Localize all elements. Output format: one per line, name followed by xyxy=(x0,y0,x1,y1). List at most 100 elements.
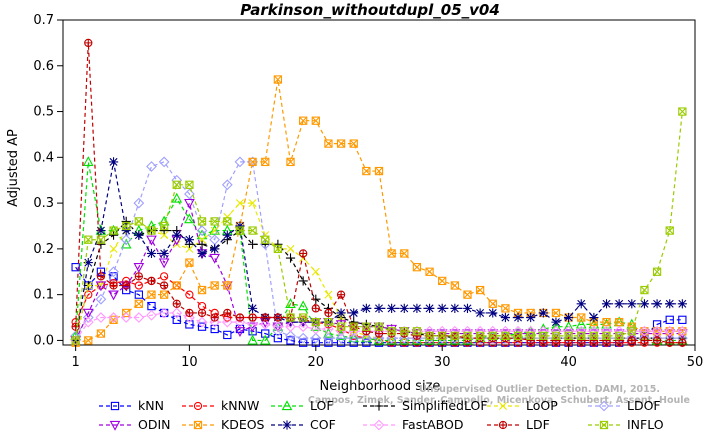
point-kdeos xyxy=(84,336,93,345)
point-lof xyxy=(259,334,271,345)
point-inflo xyxy=(147,226,156,235)
point-simplifiedlof xyxy=(121,216,131,227)
plot-area xyxy=(62,19,696,347)
legend-label: LDOF xyxy=(627,398,661,413)
point-kdeos xyxy=(438,276,447,286)
point-fastabod xyxy=(184,312,195,323)
legend-marker xyxy=(374,401,384,411)
point-ldf xyxy=(96,272,106,281)
point-inflo xyxy=(564,331,573,340)
point-inflo xyxy=(652,267,662,276)
point-kdeos xyxy=(286,157,295,167)
watermark-line-2: Campos, Zimek, Sander, Campello, Micenko… xyxy=(308,395,690,406)
point-inflo xyxy=(475,331,485,340)
point-fastabod xyxy=(285,321,296,333)
point-kdeos xyxy=(336,139,346,148)
legend-label: LDF xyxy=(526,417,550,432)
point-cof xyxy=(108,157,119,167)
point-odin xyxy=(158,258,170,269)
point-knn xyxy=(134,290,143,299)
legend: kNN kNNW LOF SimplifiedLOF LoOP LDOF ODIN KDEOS… xyxy=(99,398,664,432)
point-ldf xyxy=(336,290,346,299)
point-cof xyxy=(235,221,245,231)
point-inflo xyxy=(412,327,422,336)
point-kdeos xyxy=(501,304,510,313)
point-simplifiedlof xyxy=(298,276,308,286)
point-kdeos xyxy=(463,290,472,299)
point-cof xyxy=(210,244,220,254)
point-loop xyxy=(235,199,244,208)
point-cof xyxy=(601,299,612,309)
point-knnw xyxy=(134,281,143,290)
point-ldof xyxy=(133,197,145,209)
legend-item-lof: LOF xyxy=(271,398,334,413)
point-ldf xyxy=(273,313,283,322)
point-knn xyxy=(678,315,687,324)
point-kdeos xyxy=(488,299,497,308)
point-fastabod xyxy=(171,307,183,319)
point-knn xyxy=(159,308,169,318)
point-ldf xyxy=(122,281,131,290)
point-ldf xyxy=(235,313,245,322)
point-ldof xyxy=(234,156,246,168)
point-ldf xyxy=(640,336,649,345)
point-inflo xyxy=(261,235,270,244)
point-inflo xyxy=(134,217,143,226)
point-fastabod xyxy=(108,312,119,323)
point-simplifiedlof xyxy=(285,253,296,263)
point-kdeos xyxy=(134,299,143,308)
point-cof xyxy=(564,312,574,323)
point-inflo xyxy=(109,226,118,235)
point-loop xyxy=(210,226,219,235)
y-tick-label: 0.6 xyxy=(33,59,54,74)
point-lof xyxy=(196,229,208,240)
point-lof xyxy=(171,192,183,203)
point-simplifiedlof xyxy=(96,239,106,249)
point-kdeos xyxy=(577,313,586,322)
y-axis-label: Adjusted AP xyxy=(6,129,21,207)
legend-label: LOF xyxy=(310,398,334,413)
point-kdeos xyxy=(210,281,219,290)
point-ldf xyxy=(678,338,687,347)
point-ldof xyxy=(196,225,208,236)
point-kdeos xyxy=(159,290,169,299)
point-knn xyxy=(210,324,219,334)
legend-item-kdeos: KDEOS xyxy=(182,417,265,432)
point-cof xyxy=(184,235,194,245)
point-inflo xyxy=(362,322,371,331)
legend-marker xyxy=(599,420,609,430)
point-kdeos xyxy=(349,139,358,148)
point-kdeos xyxy=(223,281,232,290)
point-knn xyxy=(286,336,295,345)
point-kdeos xyxy=(96,329,106,338)
point-ldf xyxy=(261,313,270,322)
point-ldof xyxy=(221,179,233,191)
point-kdeos xyxy=(248,157,257,167)
point-knn xyxy=(324,338,333,347)
point-ldf xyxy=(159,281,169,290)
point-knn xyxy=(147,301,156,311)
legend-label: SimplifiedLOF xyxy=(402,398,488,413)
legend-item-knnw: kNNW xyxy=(182,398,259,413)
point-cof xyxy=(652,299,662,309)
point-inflo xyxy=(122,221,131,231)
point-cof xyxy=(349,308,359,318)
legend-label: FastABOD xyxy=(402,417,464,432)
point-cof xyxy=(172,230,182,240)
point-inflo xyxy=(488,331,497,340)
point-kdeos xyxy=(551,308,561,318)
point-fastabod xyxy=(310,323,322,335)
point-ldf xyxy=(197,308,207,318)
point-kdeos xyxy=(185,258,194,267)
point-ldf xyxy=(299,249,308,258)
y-tick-label: 0.7 xyxy=(33,13,54,28)
point-ldf xyxy=(602,336,611,345)
point-inflo xyxy=(551,331,561,340)
point-ldf xyxy=(539,336,548,345)
series-line-kdeos xyxy=(75,79,683,344)
x-tick-label: 50 xyxy=(687,355,703,370)
point-cof xyxy=(134,230,144,240)
point-fastabod xyxy=(664,325,676,337)
point-cof xyxy=(374,303,384,313)
point-inflo xyxy=(235,226,245,235)
